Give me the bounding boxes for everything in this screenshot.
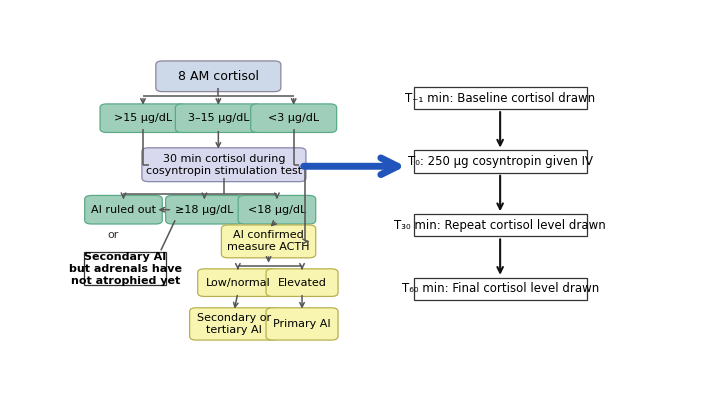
FancyBboxPatch shape: [222, 225, 315, 258]
FancyBboxPatch shape: [251, 104, 337, 133]
Text: T₃₀ min: Repeat cortisol level drawn: T₃₀ min: Repeat cortisol level drawn: [395, 219, 606, 232]
FancyBboxPatch shape: [156, 61, 281, 91]
Text: 3–15 μg/dL: 3–15 μg/dL: [188, 113, 249, 123]
Text: Low/normal: Low/normal: [205, 278, 270, 288]
FancyBboxPatch shape: [238, 195, 315, 224]
Text: <3 μg/dL: <3 μg/dL: [268, 113, 319, 123]
FancyBboxPatch shape: [266, 308, 338, 340]
Text: 30 min cortisol during
cosyntropin stimulation test: 30 min cortisol during cosyntropin stimu…: [146, 154, 302, 176]
Text: T₆₀ min: Final cortisol level drawn: T₆₀ min: Final cortisol level drawn: [402, 283, 599, 295]
Bar: [84, 252, 166, 285]
FancyBboxPatch shape: [189, 308, 279, 340]
FancyBboxPatch shape: [166, 195, 243, 224]
Text: Elevated: Elevated: [278, 278, 326, 288]
FancyBboxPatch shape: [198, 269, 278, 297]
FancyBboxPatch shape: [176, 104, 261, 133]
FancyBboxPatch shape: [266, 269, 338, 297]
Text: Secondary AI
but adrenals have
not atrophied yet: Secondary AI but adrenals have not atrop…: [68, 252, 181, 286]
Bar: [413, 278, 587, 300]
Bar: [413, 150, 587, 173]
Text: >15 μg/dL: >15 μg/dL: [114, 113, 172, 123]
Text: Secondary or
tertiary AI: Secondary or tertiary AI: [197, 313, 271, 335]
FancyBboxPatch shape: [100, 104, 186, 133]
Text: T₋₁ min: Baseline cortisol drawn: T₋₁ min: Baseline cortisol drawn: [405, 91, 595, 104]
Text: 8 AM cortisol: 8 AM cortisol: [178, 70, 259, 83]
Text: AI confirmed
measure ACTH: AI confirmed measure ACTH: [228, 231, 310, 252]
FancyBboxPatch shape: [85, 195, 162, 224]
Text: ≥18 μg/dL: ≥18 μg/dL: [175, 205, 233, 215]
Text: T₀: 250 μg cosyntropin given IV: T₀: 250 μg cosyntropin given IV: [408, 155, 593, 168]
Text: AI ruled out: AI ruled out: [91, 205, 156, 215]
Bar: [413, 214, 587, 237]
Text: Primary AI: Primary AI: [273, 319, 331, 329]
Bar: [413, 87, 587, 109]
Text: or: or: [108, 230, 119, 240]
Text: <18 μg/dL: <18 μg/dL: [248, 205, 306, 215]
FancyBboxPatch shape: [142, 148, 306, 182]
